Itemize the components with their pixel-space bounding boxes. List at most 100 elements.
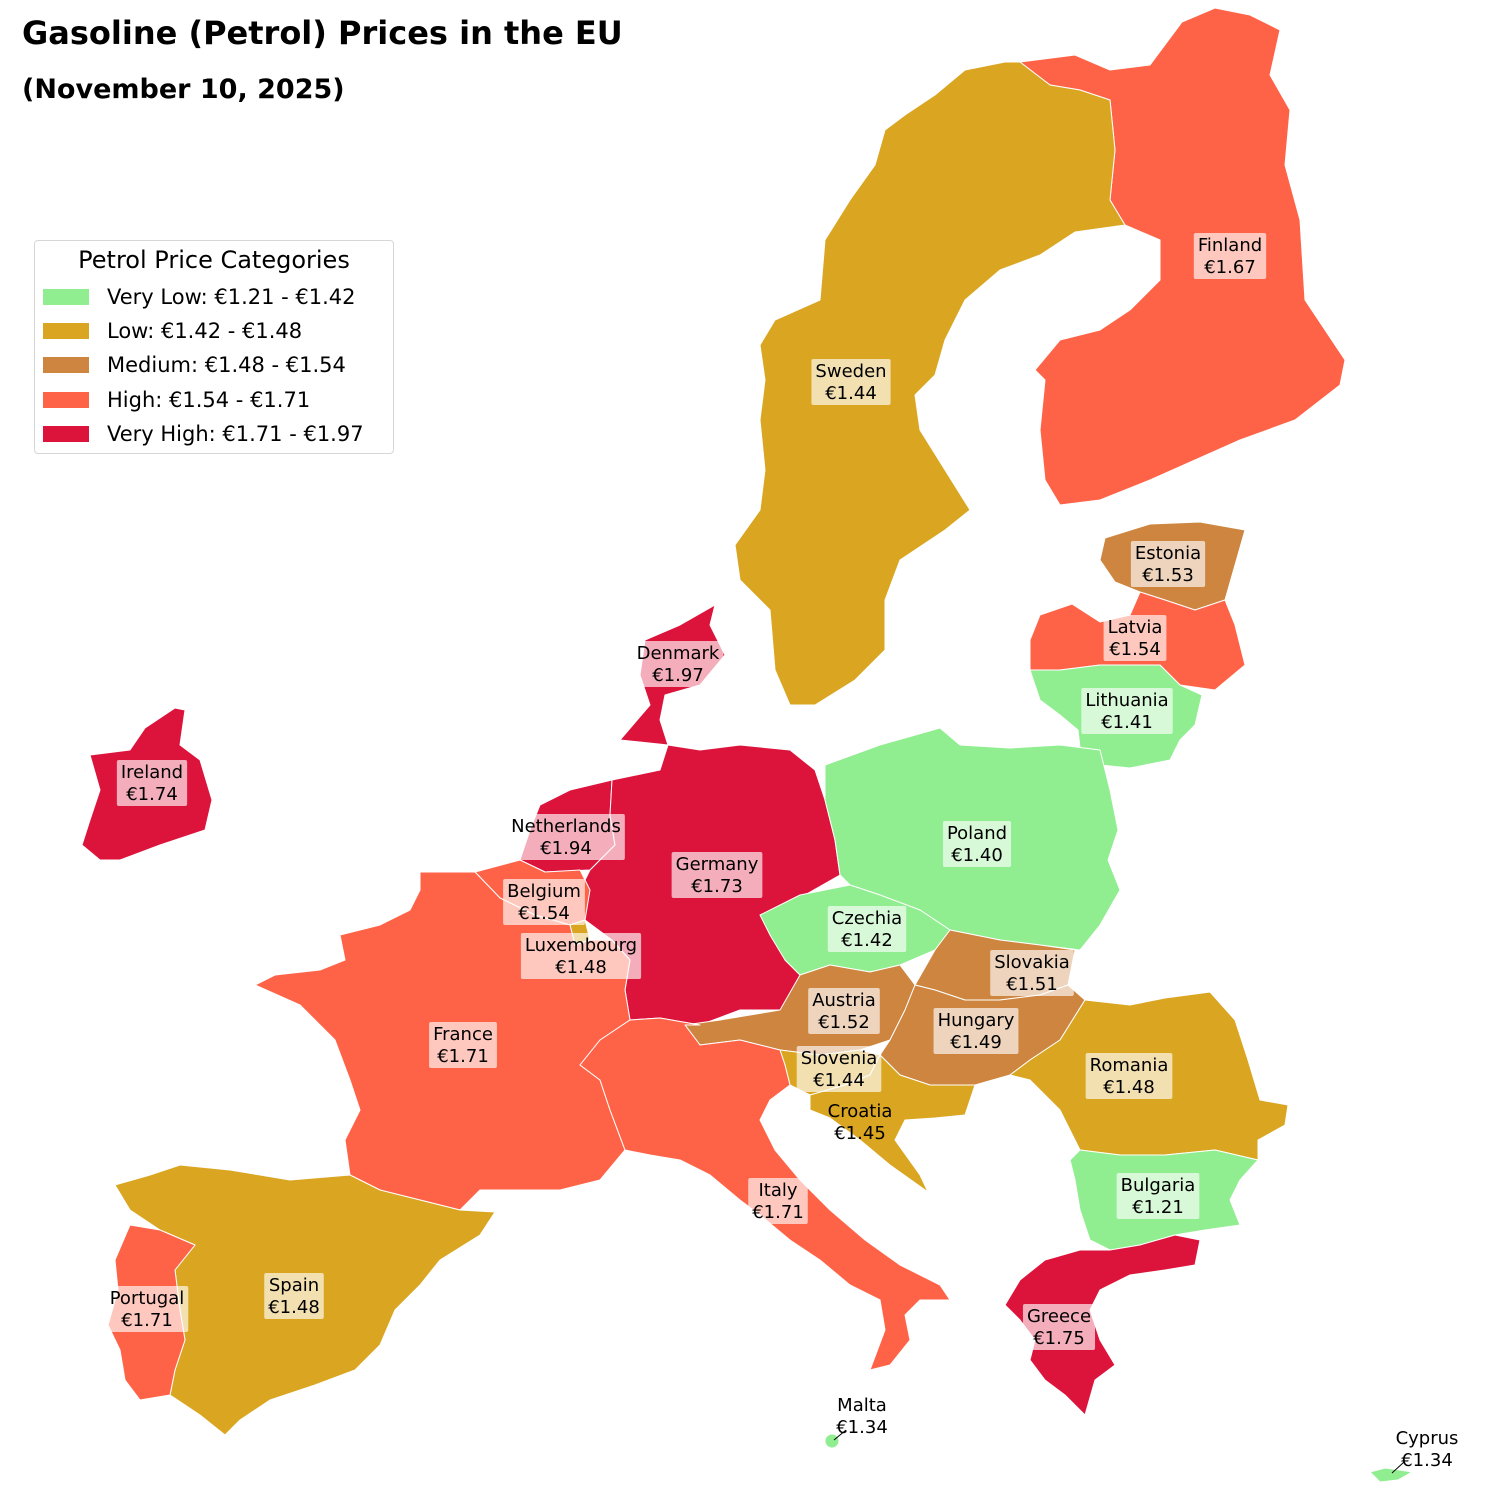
country-price: €1.44	[825, 383, 877, 404]
country-label-austria: Austria€1.52	[808, 988, 880, 1034]
country-name: Romania	[1090, 1055, 1169, 1076]
country-name: Spain	[269, 1275, 319, 1296]
country-label-luxembourg: Luxembourg€1.48	[520, 933, 642, 979]
country-name: Sweden	[815, 361, 886, 382]
country-price: €1.48	[1103, 1077, 1155, 1098]
country-name: Czechia	[832, 908, 902, 929]
country-name: Latvia	[1108, 617, 1163, 638]
country-sweden[interactable]	[734, 61, 1126, 706]
country-label-hungary: Hungary€1.49	[933, 1008, 1019, 1054]
country-price: €1.71	[121, 1310, 173, 1331]
country-label-box	[808, 988, 880, 1034]
country-label-box	[796, 1046, 882, 1092]
country-name: Lithuania	[1085, 690, 1168, 711]
country-price: €1.71	[437, 1046, 489, 1067]
country-label-greece: Greece€1.75	[1022, 1304, 1096, 1350]
country-label-box	[1085, 1053, 1173, 1099]
country-label-latvia: Latvia€1.54	[1103, 615, 1167, 661]
country-label-bulgaria: Bulgaria€1.21	[1116, 1173, 1200, 1219]
country-label-malta: Malta€1.34	[836, 1395, 888, 1438]
country-price: €1.21	[1132, 1197, 1184, 1218]
country-label-france: France€1.71	[429, 1022, 497, 1068]
country-price: €1.45	[834, 1123, 886, 1144]
country-price: €1.74	[126, 784, 178, 805]
legend-item-very-low: Very Low: €1.21 - €1.42	[43, 282, 356, 312]
country-price: €1.53	[1142, 565, 1194, 586]
country-name: Italy	[758, 1180, 797, 1201]
legend-swatch	[43, 392, 89, 408]
country-label-box	[1193, 233, 1267, 279]
country-label-box	[105, 1286, 189, 1332]
country-greece[interactable]	[1004, 1234, 1201, 1416]
country-label-box	[632, 641, 724, 687]
country-price: €1.51	[1006, 974, 1058, 995]
country-label-box	[1022, 1304, 1096, 1350]
country-label-portugal: Portugal€1.71	[105, 1286, 189, 1332]
country-label-box	[811, 359, 891, 405]
cyprus-label-leader	[1391, 1461, 1405, 1474]
country-price: €1.44	[813, 1070, 865, 1091]
country-label-italy: Italy€1.71	[748, 1178, 808, 1224]
legend-swatch	[43, 426, 89, 442]
country-label-slovakia: Slovakia€1.51	[990, 950, 1074, 996]
country-name: Slovakia	[994, 952, 1070, 973]
country-name: Croatia	[828, 1101, 893, 1122]
country-cyprus[interactable]	[1369, 1467, 1413, 1483]
legend-item-very-high: Very High: €1.71 - €1.97	[43, 419, 364, 449]
country-price: €1.34	[836, 1417, 888, 1438]
legend-label: Medium: €1.48 - €1.54	[107, 353, 346, 377]
malta-label-leader	[833, 1429, 847, 1441]
legend-label: Very Low: €1.21 - €1.42	[107, 285, 356, 309]
legend-item-medium: Medium: €1.48 - €1.54	[43, 350, 346, 380]
country-name: Ireland	[121, 762, 183, 783]
country-label-box	[933, 1008, 1019, 1054]
country-name: Poland	[947, 823, 1007, 844]
legend-label: High: €1.54 - €1.71	[107, 388, 311, 412]
country-label-romania: Romania€1.48	[1085, 1053, 1173, 1099]
country-label-croatia: Croatia€1.45	[828, 1101, 893, 1144]
country-label-germany: Germany€1.73	[671, 852, 763, 898]
country-label-netherlands: Netherlands€1.94	[507, 814, 625, 860]
country-name: Greece	[1027, 1306, 1091, 1327]
country-name: Malta	[837, 1395, 887, 1416]
country-label-box	[1081, 688, 1173, 734]
country-price: €1.34	[1401, 1450, 1453, 1471]
country-label-belgium: Belgium€1.54	[503, 879, 585, 925]
country-name: Bulgaria	[1121, 1175, 1196, 1196]
country-price: €1.75	[1033, 1328, 1085, 1349]
country-label-box	[827, 906, 907, 952]
map-subtitle: (November 10, 2025)	[22, 74, 345, 105]
country-label-box	[1103, 615, 1167, 661]
legend-label: Low: €1.42 - €1.48	[107, 319, 303, 343]
country-finland[interactable]	[1019, 7, 1346, 506]
legend-swatch	[43, 357, 89, 373]
country-price: €1.54	[1109, 639, 1161, 660]
country-label-box	[671, 852, 763, 898]
legend-title: Petrol Price Categories	[78, 246, 350, 274]
country-label-box	[520, 933, 642, 979]
country-price: €1.41	[1101, 712, 1153, 733]
country-label-box	[264, 1273, 324, 1319]
country-price: €1.97	[652, 665, 704, 686]
country-label-poland: Poland€1.40	[942, 821, 1012, 867]
country-label-spain: Spain€1.48	[264, 1273, 324, 1319]
country-name: Germany	[676, 854, 759, 875]
country-price: €1.42	[841, 930, 893, 951]
country-label-box	[116, 760, 188, 806]
legend-swatch	[43, 323, 89, 339]
country-name: Denmark	[637, 643, 720, 664]
legend-swatch	[43, 289, 89, 305]
country-label-box	[942, 821, 1012, 867]
country-label-box	[503, 879, 585, 925]
country-price: €1.52	[818, 1012, 870, 1033]
country-label-finland: Finland€1.67	[1193, 233, 1267, 279]
country-label-box	[990, 950, 1074, 996]
country-name: Hungary	[938, 1010, 1015, 1031]
country-price: €1.40	[951, 845, 1003, 866]
country-price: €1.73	[691, 876, 743, 897]
legend-item-low: Low: €1.42 - €1.48	[43, 316, 302, 346]
country-price: €1.49	[950, 1032, 1002, 1053]
country-price: €1.54	[518, 903, 570, 924]
legend-label: Very High: €1.71 - €1.97	[107, 422, 364, 446]
country-malta[interactable]	[824, 1433, 840, 1449]
